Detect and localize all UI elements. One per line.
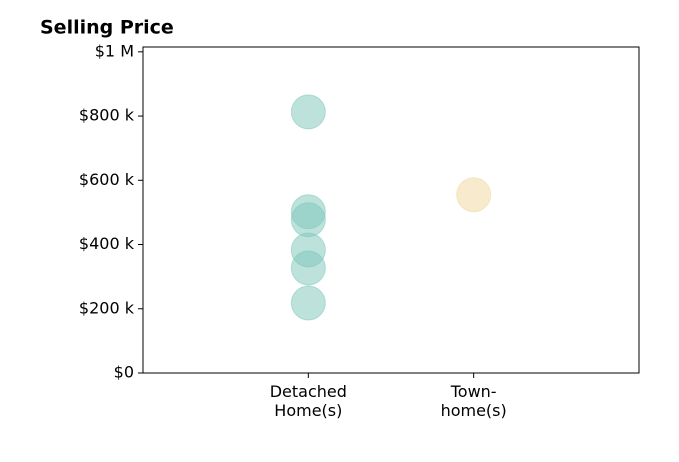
y-tick-label: $400 k <box>79 234 135 253</box>
y-tick-label: $1 M <box>95 41 134 60</box>
x-tick-label: Detached Home(s) <box>270 382 347 420</box>
x-tick-label: Town-home(s) <box>441 382 507 420</box>
chart-title: Selling Price <box>40 17 174 39</box>
point <box>290 250 326 286</box>
point <box>290 202 326 238</box>
point <box>290 94 326 130</box>
point <box>456 177 492 213</box>
y-tick-label: $600 k <box>79 170 135 189</box>
y-tick-label: $800 k <box>79 106 135 125</box>
plot-frame <box>142 46 640 374</box>
point <box>290 285 326 321</box>
y-tick-label: $200 k <box>79 298 135 317</box>
y-tick-label: $0 <box>114 363 134 382</box>
